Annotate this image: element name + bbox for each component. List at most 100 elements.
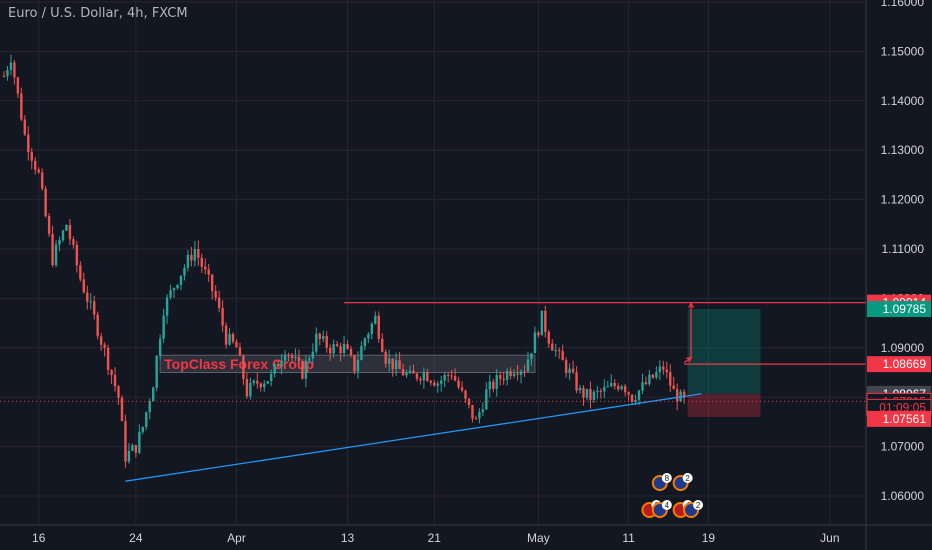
candle-body [211,274,214,292]
candle-body [259,383,262,388]
candle-body [183,267,186,276]
candle-body [637,390,641,400]
candle-body [37,169,40,173]
candle-body [54,244,58,266]
candle-body [89,301,92,303]
candle-body [245,379,249,397]
candle-body [304,360,308,379]
candle-body [558,350,561,352]
chart-title: Euro / U.S. Dollar, 4h, FXCM [8,6,188,21]
candle-body [322,336,325,340]
candle-body [79,265,82,280]
candle-body [30,151,33,161]
candle-body [669,372,672,386]
zone-rect[interactable] [159,354,536,373]
long-position-tool [687,309,761,417]
price-label-text: 1.07561 [883,412,927,426]
time-tick-label: 13 [341,531,355,545]
candle-body [485,389,488,410]
candle-body [374,315,377,324]
candle-body [443,374,446,381]
price-tick-label: 1.13000 [881,143,925,157]
candle-body [301,360,304,379]
candle-body [648,374,651,385]
price-label-text: 1.09785 [883,302,927,316]
candle-body [457,380,460,388]
candle-body [325,336,328,348]
candle-body [630,394,634,402]
projection-arrow-line [683,357,692,364]
time-tick-label: 11 [622,531,635,545]
stop-zone[interactable] [687,393,761,417]
candle-body [134,444,138,453]
candle-body [585,388,589,398]
candle-body [429,381,433,383]
time-tick-label: Jun [820,531,839,545]
candle-body [488,381,491,390]
candle-body [269,373,273,382]
candle-body [665,369,668,373]
candle-body [616,386,620,390]
zone-label: TopClass Forex Group [164,356,314,372]
candle-body [599,390,603,392]
price-label-text: 01:09:05 [879,400,926,414]
candle-body [51,233,54,266]
candle-body [551,343,554,351]
candle-body [193,249,197,261]
candle-body [464,390,467,399]
time-tick-label: 24 [129,531,143,545]
candle-body [162,315,165,339]
candle-body [214,291,217,298]
candle-body [596,390,599,392]
candle-body [655,372,658,378]
candle-body [152,387,155,402]
candle-body [533,332,537,354]
candle-body [644,382,648,385]
candle-body [141,426,144,432]
candle-body [658,366,662,373]
candle-body [165,297,169,316]
candle-body [606,386,609,388]
target-zone[interactable] [687,309,761,394]
candle-body [603,386,606,392]
support-trendline[interactable] [125,393,702,482]
candle-body [72,239,75,245]
candle-body [547,332,550,344]
candle-body [65,225,68,231]
candle-body [283,354,287,361]
price-label-box [867,301,931,318]
candle-body [471,404,474,419]
candle-body [13,62,16,78]
candle-body [68,225,72,240]
candle-body [179,275,183,285]
candle-body [20,93,23,120]
candle-body [634,399,637,402]
candle-body [238,347,242,356]
candle-body [256,380,259,384]
event-count-badge [661,473,672,483]
candle-body [235,341,238,348]
candle-body [252,380,256,383]
time-tick-label: 21 [428,531,442,545]
candle-body [242,355,245,380]
time-tick-label: 19 [702,531,716,545]
candle-body [200,257,203,267]
candle-body [505,371,509,380]
candle-body [530,353,533,360]
grid [0,0,866,525]
candle-body [540,310,544,336]
price-labels: 1.099141.097851.086691.080671.0791501:09… [866,294,932,427]
candle-body [47,216,51,234]
candle-body [512,373,516,377]
price-tick-label: 1.09000 [881,341,925,355]
candle-body [127,450,131,462]
time-tick-label: Apr [227,531,246,545]
candle-body [148,401,151,413]
candle-body [158,338,162,356]
candle-body [578,387,582,391]
candle-body [474,418,478,420]
supply-demand-zone: TopClass Forex Group [159,354,536,373]
candle-body [61,230,65,241]
